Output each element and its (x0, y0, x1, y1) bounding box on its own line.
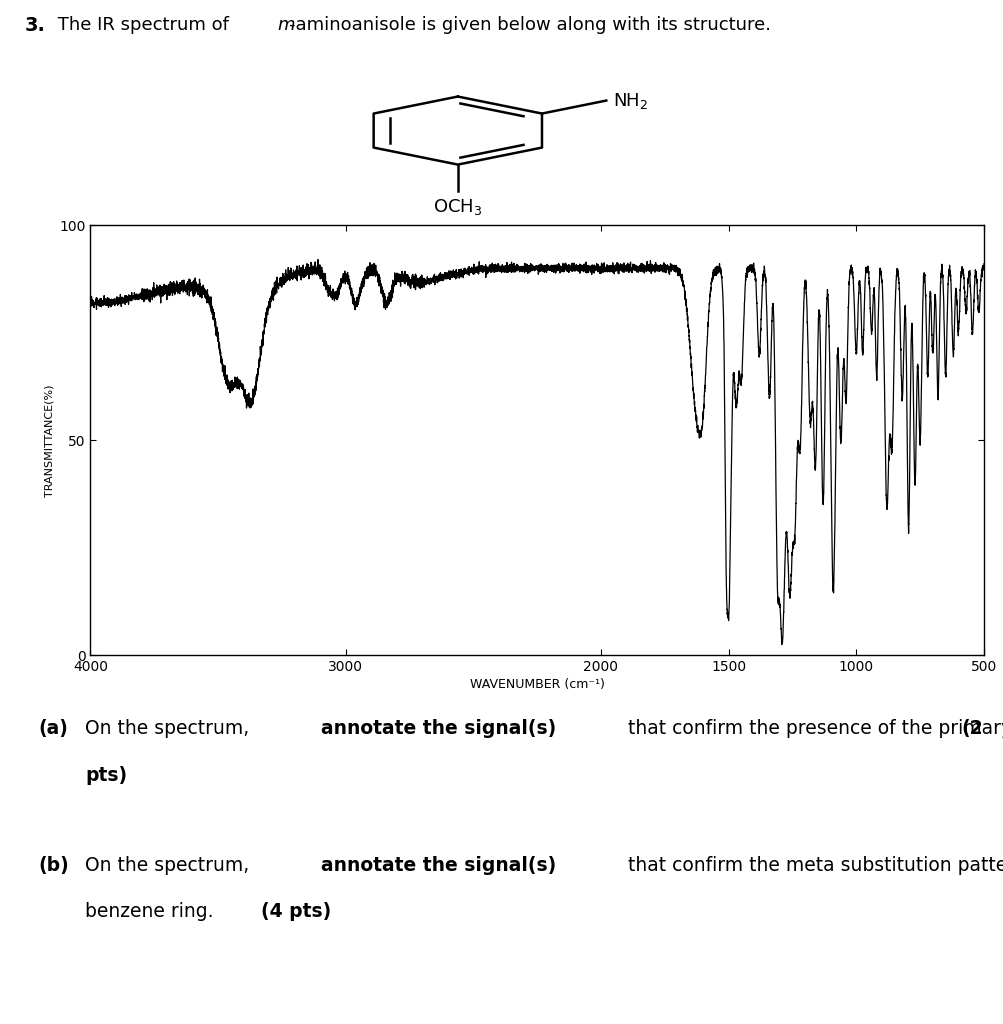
Text: On the spectrum,: On the spectrum, (85, 856, 256, 874)
Text: benzene ring.: benzene ring. (85, 902, 220, 922)
Text: annotate the signal(s): annotate the signal(s) (321, 856, 556, 874)
Text: m: m (277, 16, 294, 35)
Text: (4 pts): (4 pts) (261, 902, 331, 922)
Text: OCH$_3$: OCH$_3$ (432, 197, 482, 217)
Text: 3.: 3. (25, 15, 46, 35)
Text: pts): pts) (85, 766, 127, 785)
Text: annotate the signal(s): annotate the signal(s) (321, 719, 556, 738)
Text: -aminoanisole is given below along with its structure.: -aminoanisole is given below along with … (289, 16, 770, 35)
Text: that confirm the meta substitution pattern on the: that confirm the meta substitution patte… (622, 856, 1003, 874)
X-axis label: WAVENUMBER (cm⁻¹): WAVENUMBER (cm⁻¹) (469, 678, 604, 691)
Text: (a): (a) (38, 719, 68, 738)
Text: NH$_2$: NH$_2$ (613, 90, 648, 111)
Text: that confirm the presence of the primary amine.: that confirm the presence of the primary… (622, 719, 1003, 738)
Text: The IR spectrum of: The IR spectrum of (52, 16, 235, 35)
Text: (b): (b) (38, 856, 69, 874)
Y-axis label: TRANSMITTANCE(%): TRANSMITTANCE(%) (45, 384, 55, 497)
Text: On the spectrum,: On the spectrum, (85, 719, 256, 738)
Text: (2: (2 (961, 719, 983, 738)
